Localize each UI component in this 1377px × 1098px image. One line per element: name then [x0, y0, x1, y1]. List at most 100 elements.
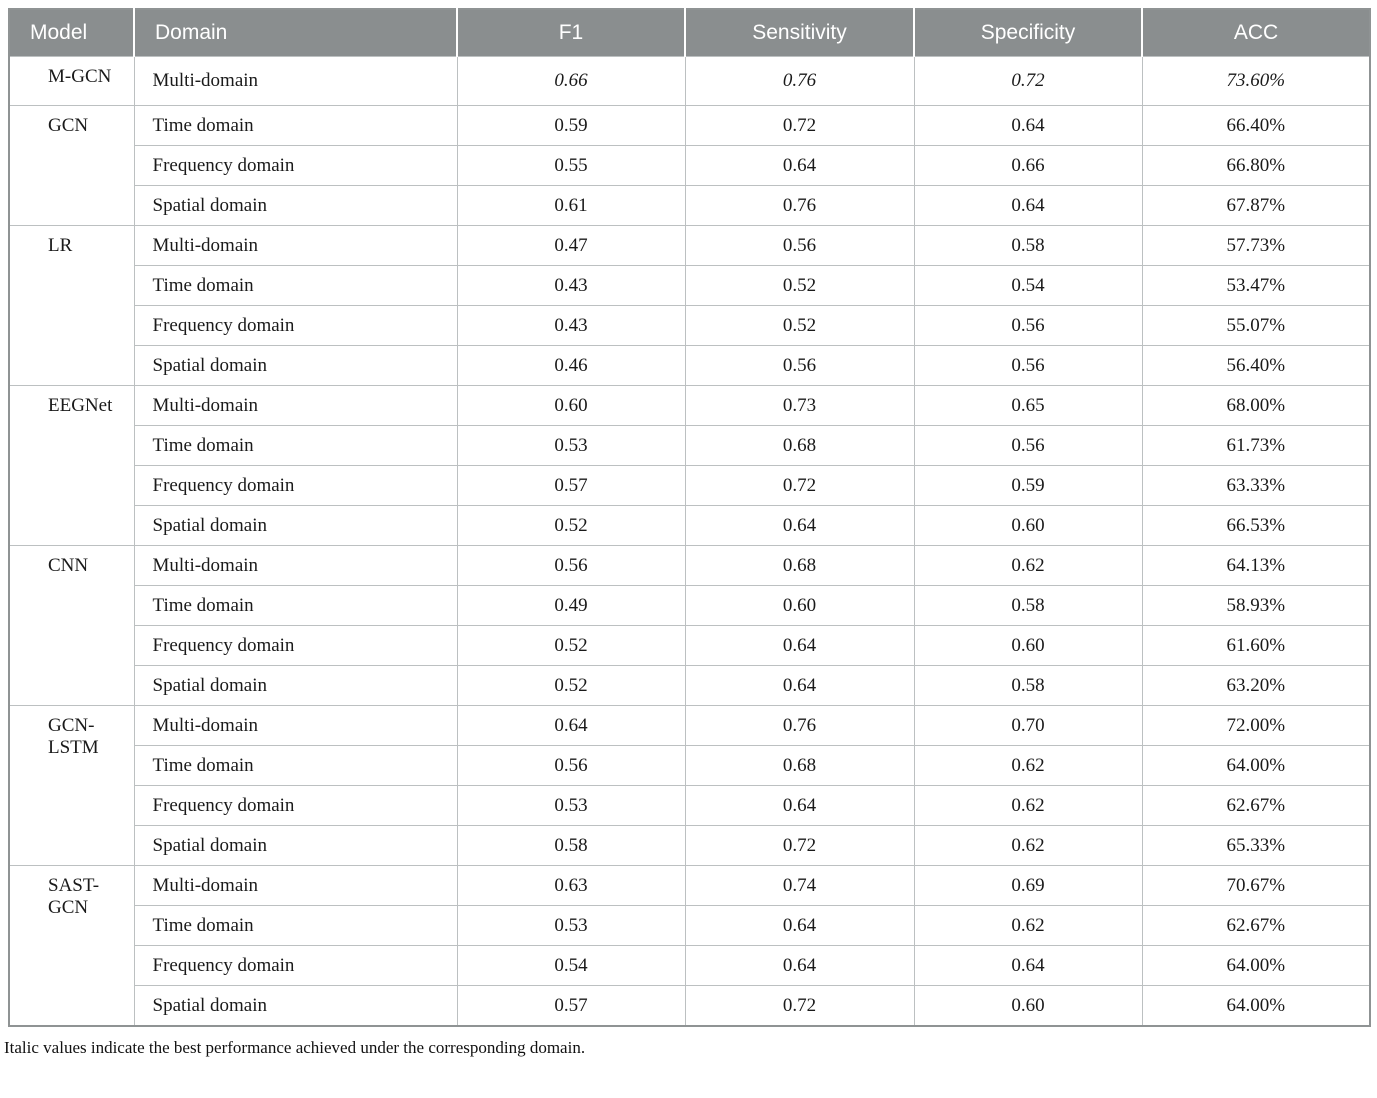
domain-cell: Frequency domain [133, 465, 458, 506]
domain-cell: Time domain [133, 105, 458, 146]
specificity-value: 0.64 [913, 105, 1143, 146]
table-body: M-GCN Multi-domain 0.66 0.76 0.72 73.60% GCN Ti… [8, 56, 1371, 1027]
table-row: LR Multi-domain 0.47 0.56 0.58 57.73% [8, 225, 1371, 386]
sensitivity-value: 0.64 [684, 905, 915, 946]
domain-cell: Spatial domain [133, 985, 458, 1027]
specificity-value: 0.62 [913, 785, 1143, 826]
results-table: Model Domain F1 Sensitivity Specificity ACC M… [8, 8, 1371, 1027]
table-row: Frequency domain 0.54 0.64 0.64 64.00% [9, 945, 1371, 986]
model-cell: LR [8, 225, 135, 386]
domain-cell: Time domain [133, 425, 458, 466]
specificity-value: 0.65 [913, 385, 1143, 426]
table-row: Frequency domain 0.52 0.64 0.60 61.60% [9, 625, 1371, 666]
column-header-model: Model [9, 9, 134, 57]
acc-value: 63.20% [1141, 665, 1371, 706]
specificity-value: 0.64 [913, 945, 1143, 986]
f1-value: 0.59 [456, 105, 686, 146]
column-header-acc: ACC [1141, 9, 1370, 57]
acc-value: 56.40% [1141, 345, 1371, 386]
sensitivity-value: 0.76 [684, 56, 915, 106]
sensitivity-value: 0.68 [684, 425, 915, 466]
domain-cell: Multi-domain [133, 545, 458, 586]
specificity-value: 0.58 [913, 225, 1143, 266]
domain-cell: Time domain [133, 585, 458, 626]
acc-value: 65.33% [1141, 825, 1371, 866]
table-row: GCN-LSTM Multi-domain 0.64 0.76 0.70 72.00% [8, 705, 1371, 866]
model-cell: GCN-LSTM [8, 705, 135, 866]
f1-value: 0.57 [456, 985, 686, 1027]
specificity-value: 0.62 [913, 745, 1143, 786]
table-row: M-GCN Multi-domain 0.66 0.76 0.72 73.60% [8, 56, 1371, 106]
sensitivity-value: 0.64 [684, 625, 915, 666]
domain-cell: Frequency domain [133, 305, 458, 346]
column-header-sensitivity: Sensitivity [684, 9, 914, 57]
domain-cell: Frequency domain [133, 785, 458, 826]
acc-value: 62.67% [1141, 905, 1371, 946]
specificity-value: 0.56 [913, 345, 1143, 386]
domain-cell: Multi-domain [133, 225, 458, 266]
domain-cell: Frequency domain [133, 625, 458, 666]
acc-value: 55.07% [1141, 305, 1371, 346]
f1-value: 0.56 [456, 545, 686, 586]
f1-value: 0.53 [456, 905, 686, 946]
f1-value: 0.64 [456, 705, 686, 746]
f1-value: 0.53 [456, 425, 686, 466]
f1-value: 0.52 [456, 505, 686, 546]
domain-cell: Spatial domain [133, 825, 458, 866]
f1-value: 0.63 [456, 865, 686, 906]
sensitivity-value: 0.72 [684, 465, 915, 506]
acc-value: 62.67% [1141, 785, 1371, 826]
f1-value: 0.43 [456, 305, 686, 346]
table-row: Spatial domain 0.61 0.76 0.64 67.87% [9, 185, 1371, 226]
acc-value: 67.87% [1141, 185, 1371, 226]
sensitivity-value: 0.60 [684, 585, 915, 626]
column-header-specificity: Specificity [913, 9, 1142, 57]
sensitivity-value: 0.64 [684, 785, 915, 826]
f1-value: 0.56 [456, 745, 686, 786]
domain-cell: Frequency domain [133, 945, 458, 986]
table-row: Time domain 0.53 0.68 0.56 61.73% [9, 425, 1371, 466]
f1-value: 0.61 [456, 185, 686, 226]
acc-value: 66.40% [1141, 105, 1371, 146]
domain-cell: Frequency domain [133, 145, 458, 186]
f1-value: 0.58 [456, 825, 686, 866]
model-cell: EEGNet [8, 385, 135, 546]
sensitivity-value: 0.64 [684, 505, 915, 546]
domain-cell: Spatial domain [133, 185, 458, 226]
specificity-value: 0.59 [913, 465, 1143, 506]
specificity-value: 0.60 [913, 505, 1143, 546]
specificity-value: 0.62 [913, 545, 1143, 586]
sensitivity-value: 0.64 [684, 145, 915, 186]
acc-value: 64.00% [1141, 745, 1371, 786]
acc-value: 66.80% [1141, 145, 1371, 186]
table-row: Time domain 0.56 0.68 0.62 64.00% [9, 745, 1371, 786]
f1-value: 0.52 [456, 625, 686, 666]
f1-value: 0.60 [456, 385, 686, 426]
specificity-value: 0.72 [913, 56, 1143, 106]
model-cell: GCN [8, 105, 135, 226]
f1-value: 0.66 [456, 56, 686, 106]
sensitivity-value: 0.72 [684, 985, 915, 1027]
table-row: Frequency domain 0.53 0.64 0.62 62.67% [9, 785, 1371, 826]
specificity-value: 0.54 [913, 265, 1143, 306]
specificity-value: 0.66 [913, 145, 1143, 186]
column-header-domain: Domain [133, 9, 457, 57]
sensitivity-value: 0.64 [684, 945, 915, 986]
table-row: Spatial domain 0.52 0.64 0.60 66.53% [9, 505, 1371, 546]
table-row: Time domain 0.53 0.64 0.62 62.67% [9, 905, 1371, 946]
specificity-value: 0.58 [913, 665, 1143, 706]
table-row: Spatial domain 0.57 0.72 0.60 64.00% [9, 985, 1371, 1027]
sensitivity-value: 0.52 [684, 265, 915, 306]
specificity-value: 0.56 [913, 425, 1143, 466]
acc-value: 68.00% [1141, 385, 1371, 426]
acc-value: 58.93% [1141, 585, 1371, 626]
domain-cell: Multi-domain [133, 56, 458, 106]
f1-value: 0.53 [456, 785, 686, 826]
table-row: Frequency domain 0.55 0.64 0.66 66.80% [9, 145, 1371, 186]
table-row: Frequency domain 0.43 0.52 0.56 55.07% [9, 305, 1371, 346]
acc-value: 70.67% [1141, 865, 1371, 906]
specificity-value: 0.56 [913, 305, 1143, 346]
domain-cell: Multi-domain [133, 385, 458, 426]
domain-cell: Multi-domain [133, 705, 458, 746]
sensitivity-value: 0.64 [684, 665, 915, 706]
